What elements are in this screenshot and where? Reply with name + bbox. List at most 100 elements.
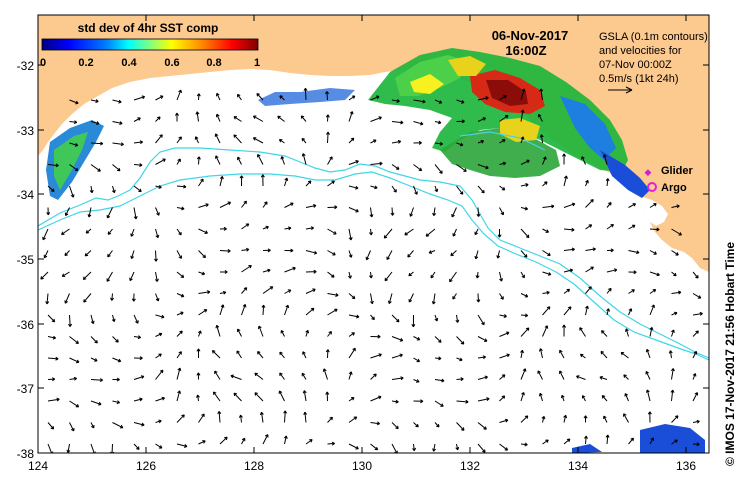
velocity-arrow — [542, 439, 549, 445]
velocity-arrow — [252, 115, 264, 122]
velocity-arrow — [69, 422, 75, 432]
velocity-arrow — [90, 357, 98, 362]
velocity-arrow — [560, 394, 565, 402]
velocity-arrow — [176, 351, 182, 359]
velocity-arrow — [284, 266, 296, 273]
velocity-arrow — [412, 443, 417, 452]
velocity-arrow — [408, 271, 414, 277]
velocity-arrow — [47, 377, 56, 382]
velocity-arrow — [262, 268, 271, 273]
velocity-arrow — [645, 389, 651, 402]
velocity-arrow — [370, 161, 383, 166]
velocity-arrow — [625, 328, 629, 337]
velocity-arrow — [671, 290, 682, 295]
velocity-arrow — [220, 269, 228, 274]
velocity-arrow — [603, 415, 608, 423]
velocity-arrow — [538, 348, 543, 359]
velocity-arrow — [413, 336, 421, 341]
velocity-arrow — [477, 139, 484, 144]
velocity-arrow — [432, 443, 436, 452]
velocity-arrow — [692, 373, 697, 380]
velocity-arrow — [520, 206, 529, 211]
velocity-arrow — [670, 389, 675, 402]
velocity-arrow — [176, 293, 185, 298]
velocity-arrow — [520, 228, 530, 239]
velocity-arrow — [387, 293, 393, 304]
velocity-arrow — [477, 422, 487, 430]
velocity-arrow — [279, 351, 285, 359]
velocity-arrow — [176, 311, 184, 316]
velocity-arrow — [668, 350, 673, 359]
velocity-arrow — [370, 395, 382, 402]
velocity-arrow — [370, 314, 375, 321]
velocity-arrow — [89, 185, 94, 194]
velocity-arrow — [628, 203, 637, 208]
velocity-arrow — [434, 99, 443, 104]
velocity-arrow — [176, 443, 188, 448]
velocity-arrow — [585, 286, 592, 294]
velocity-arrow — [348, 111, 354, 122]
velocity-arrow — [90, 378, 103, 383]
velocity-arrow — [456, 336, 465, 345]
colorbar-tick-label: 0 — [40, 57, 46, 69]
velocity-arrow — [671, 415, 679, 423]
velocity-arrow — [348, 250, 353, 258]
velocity-arrow — [133, 375, 145, 380]
colorbar-tick-label: 0.2 — [78, 57, 93, 69]
velocity-arrow — [605, 178, 610, 187]
velocity-arrow — [499, 115, 509, 122]
velocity-arrow — [196, 348, 201, 358]
velocity-arrow — [409, 207, 414, 217]
velocity-arrow — [47, 422, 55, 430]
velocity-arrow — [520, 88, 526, 101]
velocity-arrow — [628, 270, 637, 275]
velocity-arrow — [40, 271, 49, 280]
velocity-arrow — [233, 116, 242, 122]
velocity-arrow — [623, 374, 629, 380]
velocity-arrow — [520, 442, 528, 447]
velocity-arrow — [581, 395, 586, 402]
velocity-arrow — [348, 314, 360, 319]
velocity-arrow — [327, 308, 338, 316]
velocity-arrow — [112, 377, 120, 382]
velocity-arrow — [370, 443, 379, 451]
velocity-arrow — [692, 419, 700, 424]
velocity-arrow — [563, 202, 576, 208]
argo-label: Argo — [661, 182, 687, 194]
velocity-arrow — [69, 376, 78, 381]
velocity-arrow — [133, 443, 140, 450]
velocity-arrow — [69, 99, 79, 105]
velocity-arrow — [692, 311, 703, 316]
velocity-arrow — [211, 350, 221, 359]
velocity-arrow — [391, 336, 404, 342]
velocity-arrow — [196, 372, 201, 380]
velocity-arrow — [153, 250, 158, 262]
velocity-arrow — [606, 202, 612, 208]
velocity-arrow — [284, 226, 292, 231]
velocity-arrow — [198, 250, 206, 259]
velocity-arrow — [348, 207, 359, 213]
velocity-arrow — [370, 116, 382, 122]
velocity-arrow — [64, 293, 70, 304]
velocity-arrow — [606, 268, 618, 273]
velocity-arrow — [284, 202, 294, 208]
velocity-arrow — [69, 164, 79, 172]
velocity-arrow — [130, 250, 135, 259]
velocity-arrow — [628, 250, 640, 255]
velocity-arrow — [196, 93, 201, 101]
velocity-arrow — [155, 332, 163, 337]
velocity-arrow — [325, 391, 330, 402]
velocity-arrow — [671, 271, 677, 277]
velocity-arrow — [628, 437, 634, 445]
velocity-arrow — [198, 228, 208, 234]
velocity-arrow — [477, 96, 489, 101]
velocity-arrow — [370, 421, 381, 426]
velocity-arrow — [605, 434, 610, 445]
velocity-arrow — [176, 414, 185, 423]
velocity-arrow — [520, 392, 525, 402]
velocity-arrow — [369, 207, 374, 218]
velocity-arrow — [348, 160, 359, 165]
velocity-arrow — [42, 228, 49, 241]
velocity-arrow — [239, 175, 244, 187]
